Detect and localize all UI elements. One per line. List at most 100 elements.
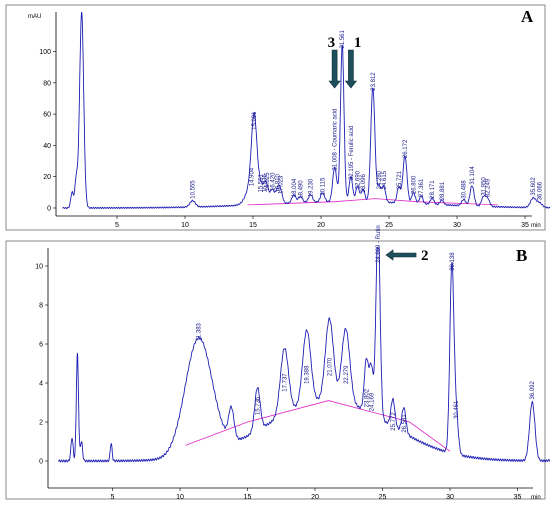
peak-label: 36.066 — [537, 181, 543, 200]
x-tick-label: 10 — [181, 222, 189, 229]
compound-arrow: 2 — [385, 248, 429, 264]
y-tick-label: 80 — [43, 80, 51, 87]
peak-label: 16.025 — [265, 172, 271, 191]
peak-label: 16.810 — [276, 173, 282, 192]
peak-label: 28.171 — [430, 180, 436, 199]
peak-label: 22.690 — [356, 170, 362, 189]
x-tick-label: 30 — [453, 222, 461, 229]
y-tick-label: 4 — [39, 381, 43, 388]
y-tick-label: 10 — [35, 264, 43, 271]
compound-arrow: 1 — [344, 35, 362, 89]
peak-label: 17.737 — [282, 373, 288, 392]
y-tick-label: 2 — [39, 420, 43, 427]
x-tick-label: 25 — [379, 494, 387, 501]
x-tick-label: 30 — [446, 494, 454, 501]
x-tick-label: 5 — [115, 222, 119, 229]
x-tick-label: 20 — [311, 494, 319, 501]
y-tick-label: 20 — [43, 174, 51, 181]
peak-label: 16.420 — [270, 172, 276, 191]
peak-label: 19.230 — [309, 178, 315, 197]
peak-label: 26.581 — [402, 414, 408, 433]
x-tick-label: 15 — [249, 222, 257, 229]
peak-label: 18.004 — [292, 178, 298, 197]
y-tick-label: 8 — [39, 303, 43, 310]
x-tick-label: 25 — [385, 222, 393, 229]
panel-b-peak-labels: 11.383 15.736 17.737 19.388 21.070 22.279 23.8… — [197, 225, 537, 432]
panel-a-xlabel: min — [531, 223, 541, 229]
peak-label: 24.280 — [377, 170, 383, 189]
panel-b-ticks: 5 10 15 20 25 30 35 0 2 4 6 8 10 — [35, 264, 521, 502]
integration-baseline — [185, 400, 451, 452]
marker-number: 2 — [421, 248, 429, 264]
integration-baseline — [247, 198, 498, 206]
panel-a-ylabel: mAU — [28, 14, 41, 20]
y-tick-label: 0 — [47, 206, 51, 213]
peak-label: 25.721 — [397, 170, 403, 189]
peak-label: 24.169 — [369, 392, 375, 411]
peak-label: 27.361 — [419, 178, 425, 197]
x-tick-label: 5 — [111, 494, 115, 501]
panel-a-baseline — [247, 198, 498, 206]
peak-label: 22.279 — [344, 365, 350, 384]
panel-b-letter: B — [516, 246, 527, 265]
peak-label: 25.772 — [391, 412, 397, 431]
panel-a: mAU A min 5 10 15 20 25 30 35 0 20 40 60 80 100 10.5… — [5, 4, 550, 231]
peak-label: 21.561 — [340, 29, 346, 48]
peak-label: 21.008 - Coumaric acid — [333, 109, 339, 171]
x-tick-label: 35 — [514, 494, 522, 501]
peak-label: 30.138 — [450, 252, 456, 271]
peak-label: 32.249 — [486, 178, 492, 197]
peak-label: 26.800 — [411, 175, 417, 194]
peak-label: 18.490 — [298, 180, 304, 199]
y-tick-label: 0 — [39, 459, 43, 466]
peak-label: 23.096 — [361, 173, 367, 192]
chromatogram-trace — [62, 11, 550, 210]
panel-b-xlabel: min — [531, 495, 541, 501]
peak-label: 15.736 — [255, 396, 261, 415]
arrow-shape — [344, 49, 358, 89]
peak-label: 15.551 — [258, 173, 264, 192]
peak-label: 20.115 — [321, 177, 327, 196]
x-tick-label: 10 — [176, 494, 184, 501]
y-tick-label: 40 — [43, 143, 51, 150]
panel-a-frame — [5, 4, 546, 231]
peak-label: 31.950 — [482, 177, 488, 196]
peak-label: 15.091 — [252, 111, 258, 130]
panel-a-letter: A — [521, 7, 534, 26]
x-tick-label: 20 — [317, 222, 325, 229]
panel-b-baseline — [185, 400, 451, 452]
y-tick-label: 6 — [39, 342, 43, 349]
peak-label: 30.488 — [462, 180, 468, 199]
arrow-shape — [328, 49, 341, 89]
peak-label: 30.461 — [454, 400, 460, 419]
x-tick-label: 35 — [521, 222, 529, 229]
marker-number: 3 — [328, 35, 336, 51]
peak-label: 24.669 - Rutin — [376, 225, 382, 263]
peak-label: 23.802 — [364, 388, 370, 407]
panel-a-trace — [62, 11, 550, 210]
peak-label: 31.104 — [470, 166, 476, 185]
panel-b-trace — [58, 247, 550, 463]
peak-label: 23.812 — [371, 72, 377, 91]
peak-label: 14.904 — [250, 167, 256, 186]
arrow-shape — [385, 249, 417, 261]
compound-arrow: 3 — [328, 35, 341, 89]
x-tick-label: 15 — [244, 494, 252, 501]
panel-a-ticks: 5 10 15 20 25 30 35 0 20 40 60 80 100 — [39, 49, 529, 229]
peak-label: 35.602 — [531, 177, 537, 196]
y-tick-label: 100 — [39, 49, 51, 56]
marker-number: 1 — [354, 35, 362, 51]
peak-label: 28.881 — [440, 181, 446, 200]
peak-label: 15.836 — [262, 173, 268, 192]
peak-label: 10.555 — [191, 180, 197, 199]
peak-label: 11.383 — [197, 322, 203, 341]
peak-label: 21.070 — [327, 357, 333, 376]
peak-label: 22.195 - Ferulic acid — [349, 126, 355, 180]
panel-b-markers: 2 — [385, 248, 429, 264]
y-tick-label: 60 — [43, 112, 51, 119]
